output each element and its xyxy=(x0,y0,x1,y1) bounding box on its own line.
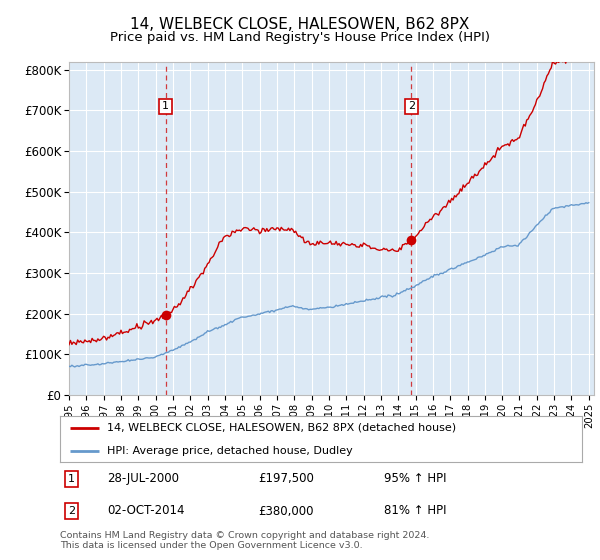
Text: 14, WELBECK CLOSE, HALESOWEN, B62 8PX: 14, WELBECK CLOSE, HALESOWEN, B62 8PX xyxy=(130,17,470,32)
Text: 95% ↑ HPI: 95% ↑ HPI xyxy=(383,473,446,486)
Text: Price paid vs. HM Land Registry's House Price Index (HPI): Price paid vs. HM Land Registry's House … xyxy=(110,31,490,44)
Text: HPI: Average price, detached house, Dudley: HPI: Average price, detached house, Dudl… xyxy=(107,446,353,455)
Text: £380,000: £380,000 xyxy=(259,505,314,517)
Text: 28-JUL-2000: 28-JUL-2000 xyxy=(107,473,179,486)
Text: 1: 1 xyxy=(162,101,169,111)
Text: 02-OCT-2014: 02-OCT-2014 xyxy=(107,505,184,517)
Text: 14, WELBECK CLOSE, HALESOWEN, B62 8PX (detached house): 14, WELBECK CLOSE, HALESOWEN, B62 8PX (d… xyxy=(107,423,456,432)
Text: 1: 1 xyxy=(68,474,75,484)
Text: 81% ↑ HPI: 81% ↑ HPI xyxy=(383,505,446,517)
Text: £197,500: £197,500 xyxy=(259,473,314,486)
Text: 2: 2 xyxy=(68,506,75,516)
Text: 2: 2 xyxy=(407,101,415,111)
Text: Contains HM Land Registry data © Crown copyright and database right 2024.
This d: Contains HM Land Registry data © Crown c… xyxy=(60,531,430,550)
